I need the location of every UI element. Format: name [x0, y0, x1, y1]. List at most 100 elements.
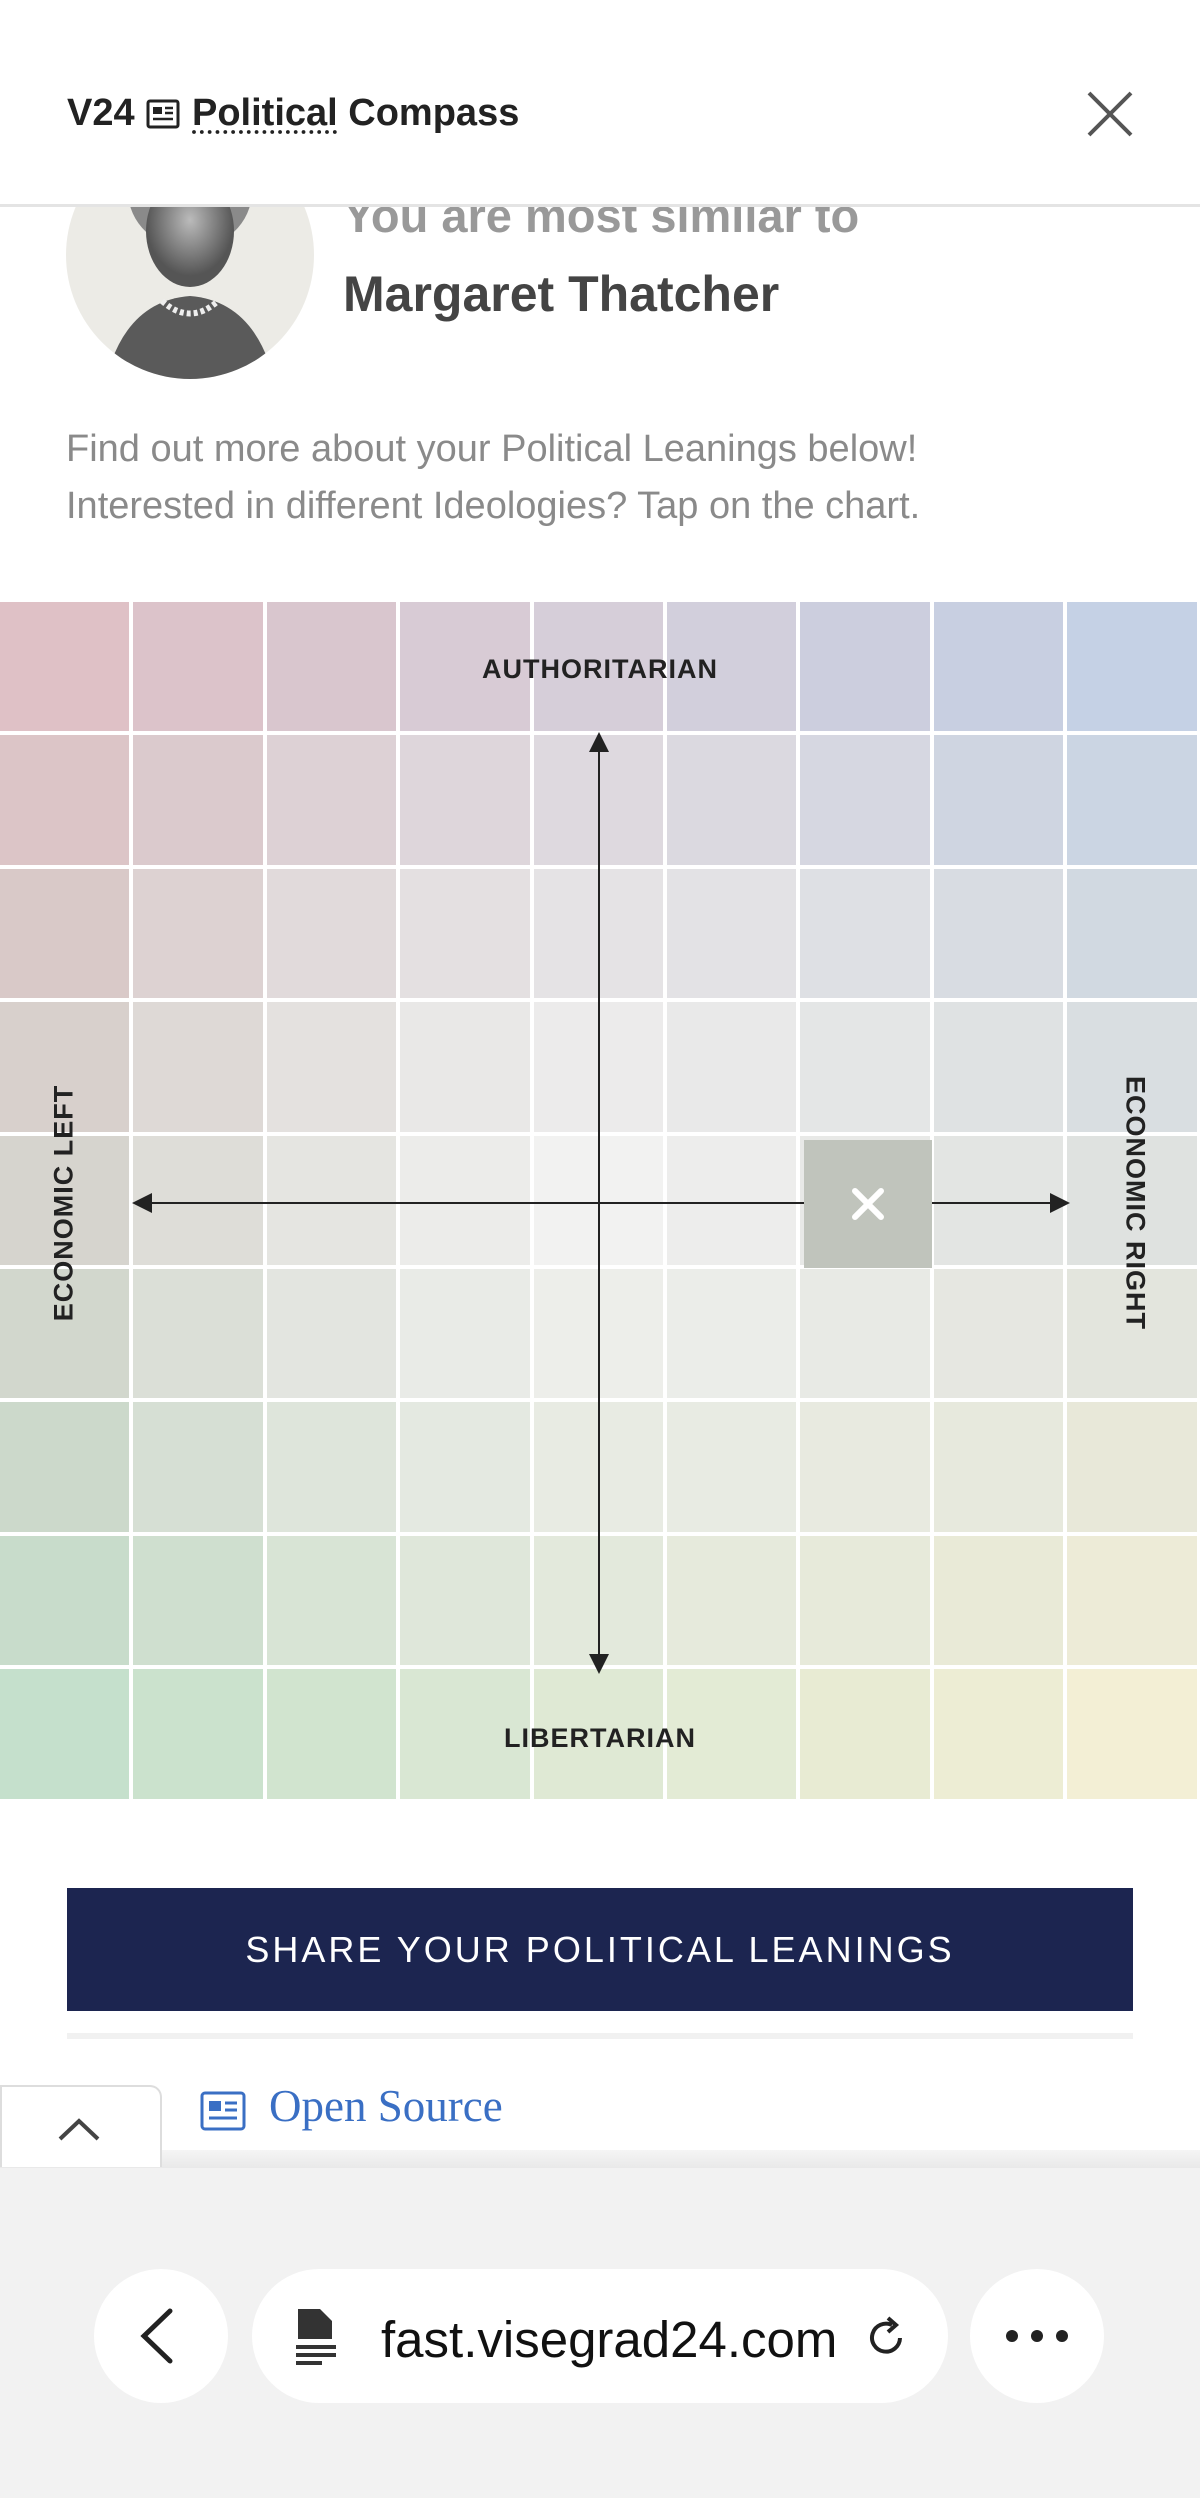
compass-cell[interactable] — [266, 1535, 397, 1666]
axis-label-top: AUTHORITARIAN — [482, 654, 718, 684]
compass-cell[interactable] — [0, 602, 130, 732]
compass-cell[interactable] — [400, 735, 530, 865]
axis-label-left: ECONOMIC LEFT — [48, 1084, 79, 1322]
compass-axes — [132, 732, 1070, 1674]
compass-chart[interactable]: AUTHORITARIAN LIBERTARIAN ECONOMIC LEFT … — [0, 602, 1200, 1816]
compass-cell[interactable] — [400, 1269, 530, 1399]
compass-cell[interactable] — [400, 1669, 530, 1799]
compass-cell[interactable] — [667, 1669, 797, 1799]
compass-cell[interactable] — [0, 735, 130, 865]
compass-cell[interactable] — [533, 1669, 663, 1799]
compass-cell[interactable] — [0, 1269, 130, 1399]
compass-cell[interactable] — [533, 602, 663, 732]
compass-cell[interactable] — [0, 1135, 130, 1265]
compass-cell[interactable] — [0, 868, 130, 999]
compass-cell[interactable] — [133, 735, 263, 865]
compass-cell[interactable] — [667, 735, 797, 865]
brand[interactable]: V24 — [67, 92, 135, 134]
compass-cell[interactable] — [933, 868, 1064, 999]
compass-cell[interactable] — [400, 868, 530, 999]
compass-cell[interactable] — [933, 602, 1064, 732]
compass-cell[interactable] — [0, 1535, 130, 1666]
compass-cell[interactable] — [133, 1135, 263, 1265]
compass-cell[interactable] — [933, 735, 1064, 865]
compass-cell[interactable] — [1067, 735, 1197, 865]
compass-cell[interactable] — [800, 1002, 930, 1132]
compass-cell[interactable] — [1067, 868, 1197, 999]
source-icon — [200, 2091, 246, 2131]
header: V24 Political Compass — [0, 0, 1200, 207]
compass-cell[interactable] — [266, 735, 397, 865]
compass-cell[interactable] — [1067, 1135, 1197, 1265]
reload-icon[interactable] — [862, 2313, 912, 2363]
compass-cell[interactable] — [400, 1402, 530, 1532]
more-icon — [1006, 2330, 1068, 2342]
more-button[interactable] — [970, 2269, 1104, 2403]
compass-cell[interactable] — [800, 1402, 930, 1532]
share-button[interactable]: SHARE YOUR POLITICAL LEANINGS — [67, 1888, 1133, 2011]
compass-cell[interactable] — [933, 1269, 1064, 1399]
compass-cell[interactable] — [266, 1002, 397, 1132]
compass-cell[interactable] — [933, 1669, 1064, 1799]
compass-cell[interactable] — [400, 1535, 530, 1666]
close-button[interactable] — [1084, 88, 1136, 140]
compass-cell[interactable] — [133, 602, 263, 732]
title-text: Compass — [348, 92, 520, 134]
compass-cell[interactable] — [133, 1269, 263, 1399]
compass-cell[interactable] — [933, 1002, 1064, 1132]
compass-cell[interactable] — [266, 868, 397, 999]
compass-cell[interactable] — [133, 1002, 263, 1132]
compass-cell[interactable] — [133, 1535, 263, 1666]
compass-cell[interactable] — [667, 602, 797, 732]
back-button[interactable] — [94, 2269, 228, 2403]
axis-label-right: ECONOMIC RIGHT — [1120, 1076, 1151, 1330]
compass-cell[interactable] — [266, 1402, 397, 1532]
site-icon — [296, 2309, 336, 2365]
compass-cell[interactable] — [667, 1269, 797, 1399]
compass-cell[interactable] — [400, 602, 530, 732]
compass-cell[interactable] — [667, 868, 797, 999]
compass-cell[interactable] — [1067, 1669, 1197, 1799]
compass-cell[interactable] — [667, 1135, 797, 1265]
compass-cell[interactable] — [800, 735, 930, 865]
compass-cell[interactable] — [933, 1535, 1064, 1666]
url-bar[interactable] — [252, 2269, 948, 2403]
url-text: fast.visegrad24.com — [381, 2311, 838, 2368]
collapse-tab[interactable] — [0, 2085, 162, 2167]
compass-cell[interactable] — [133, 868, 263, 999]
compass-cell[interactable] — [1067, 1269, 1197, 1399]
compass-cell[interactable] — [266, 1269, 397, 1399]
compass-cell[interactable] — [1067, 1535, 1197, 1666]
compass-cell[interactable] — [933, 1135, 1064, 1265]
compass-cell[interactable] — [1067, 1002, 1197, 1132]
chevron-up — [58, 2118, 100, 2141]
compass-cell[interactable] — [800, 602, 930, 732]
compass-cell[interactable] — [800, 1269, 930, 1399]
title-link[interactable]: Political — [192, 92, 338, 134]
source-link[interactable]: Open Source — [269, 2081, 503, 2131]
compass-cell[interactable] — [0, 1002, 130, 1132]
separator — [67, 2033, 1133, 2039]
compass-cell[interactable] — [1067, 602, 1197, 732]
compass-cell[interactable] — [400, 1135, 530, 1265]
compass-cell[interactable] — [667, 1002, 797, 1132]
compass-cell[interactable] — [667, 1535, 797, 1666]
similar-name[interactable]: Margaret Thatcher — [343, 266, 780, 322]
compass-cell[interactable] — [800, 1669, 930, 1799]
compass-cell[interactable] — [266, 1135, 397, 1265]
compass-cell[interactable] — [133, 1669, 263, 1799]
compass-cell[interactable] — [0, 1402, 130, 1532]
compass-cell[interactable] — [933, 1402, 1064, 1532]
compass-cell[interactable] — [800, 868, 930, 999]
compass-cell[interactable] — [266, 602, 397, 732]
compass-cell[interactable] — [667, 1402, 797, 1532]
compass-cell[interactable] — [1067, 1402, 1197, 1532]
article-icon — [146, 99, 180, 129]
compass-cell[interactable] — [133, 1402, 263, 1532]
compass-cell[interactable] — [266, 1669, 397, 1799]
compass-cell[interactable] — [800, 1535, 930, 1666]
compass-cell[interactable] — [400, 1002, 530, 1132]
compass-cell[interactable] — [0, 1669, 130, 1799]
